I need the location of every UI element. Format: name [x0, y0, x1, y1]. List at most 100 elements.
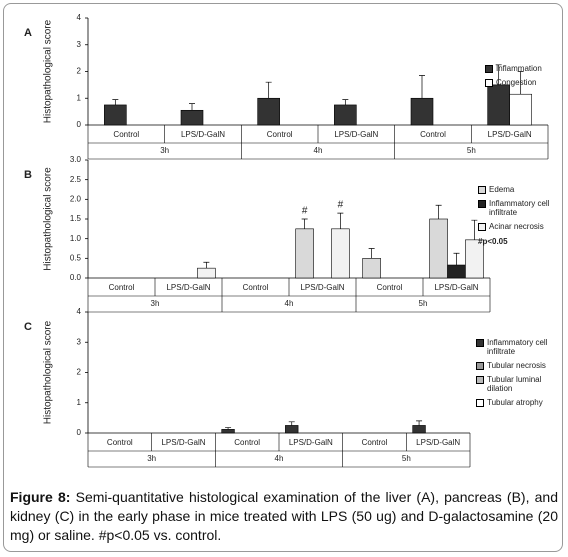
legend-label: Congestion [496, 78, 537, 87]
legend-swatch [485, 79, 493, 87]
legend-label: Edema [489, 185, 515, 194]
legend-label: Tubular luminal dilation [487, 375, 542, 393]
x-tick-label: LPS/D-GalN [161, 438, 205, 447]
panel-label: B [24, 169, 32, 181]
legend: Inflammatory cell infiltrate Tubular necr… [476, 338, 556, 412]
group-label: 4h [275, 454, 284, 463]
y-tick-label: 4 [77, 307, 82, 316]
caption-text: Semi-quantitative histological examinati… [10, 489, 559, 543]
bar [104, 104, 127, 126]
legend-label: Acinar necrosis [489, 222, 544, 231]
x-tick-label: Control [267, 130, 293, 139]
bar [295, 228, 314, 279]
bar [257, 97, 280, 126]
y-tick-label: 3 [77, 337, 82, 346]
error-bar [189, 103, 195, 111]
y-tick-label: 4 [77, 13, 82, 22]
legend-swatch [478, 223, 486, 231]
caption: Figure 8: Semi-quantitative histological… [10, 488, 558, 545]
error-bar [495, 64, 502, 85]
y-tick-label: 0 [77, 428, 82, 437]
x-tick-label: LPS/D-GalN [300, 283, 344, 292]
y-tick-label: 2.5 [70, 175, 82, 184]
x-tick-label: Control [234, 438, 260, 447]
legend-label: Tubular atrophy [487, 398, 543, 407]
y-tick-label: 1 [77, 398, 82, 407]
panel-label: A [24, 27, 32, 39]
caption-label: Figure 8: [10, 489, 71, 505]
bar [221, 429, 235, 434]
error-bar [416, 420, 423, 426]
error-bar [225, 427, 232, 430]
x-tick-label: Control [113, 130, 139, 139]
bar [197, 267, 216, 279]
error-bar [203, 261, 210, 269]
group-label: 4h [285, 299, 294, 308]
y-tick-label: 2.0 [70, 194, 82, 203]
legend-item: Inflammatory cell infiltrate [476, 338, 556, 356]
bar [509, 93, 532, 126]
y-tick-label: 3 [77, 40, 82, 49]
bar [447, 264, 466, 279]
y-axis-title: Histopathological score [43, 19, 54, 123]
significance-flag: # [302, 206, 308, 217]
y-tick-label: 0 [77, 120, 82, 129]
legend-swatch [476, 376, 484, 384]
legend-item: Congestion [485, 78, 565, 87]
error-bar [112, 99, 119, 105]
x-tick-label: LPS/D-GalN [334, 130, 378, 139]
y-axis-title: Histopathological score [43, 167, 54, 271]
y-tick-label: 3.0 [70, 155, 82, 164]
y-tick-label: 0.5 [70, 253, 82, 262]
legend-swatch [485, 65, 493, 73]
x-tick-label: LPS/D-GalN [181, 130, 225, 139]
legend: Edema Inflammatory cell infiltrate Acinar … [478, 185, 558, 251]
note: #p<0.05 [478, 237, 508, 246]
legend-item: Inflammation [485, 64, 565, 73]
legend-item: Inflammatory cell infiltrate [478, 199, 558, 217]
bar [331, 228, 350, 279]
x-tick-label: LPS/D-GalN [166, 283, 210, 292]
x-tick-label: Control [420, 130, 446, 139]
bar [285, 425, 299, 434]
group-label: 3h [151, 299, 160, 308]
x-tick-label: Control [377, 283, 403, 292]
bar [362, 258, 381, 279]
group-label: 4h [314, 146, 323, 155]
y-tick-label: 2 [77, 67, 82, 76]
legend-label: Inflammation [496, 64, 542, 73]
x-tick-label: Control [109, 283, 135, 292]
legend-swatch [478, 200, 486, 208]
y-tick-label: 1.0 [70, 234, 82, 243]
y-tick-label: 0.0 [70, 273, 82, 282]
legend-label: Inflammatory cell infiltrate [487, 338, 548, 356]
frame [3, 3, 563, 552]
bar [410, 97, 434, 126]
x-tick-label: LPS/D-GalN [289, 438, 333, 447]
bar [180, 109, 204, 126]
x-tick-label: Control [243, 283, 269, 292]
panel-label: C [24, 321, 32, 333]
error-bar [342, 99, 349, 105]
x-tick-label: Control [362, 438, 388, 447]
x-tick-label: LPS/D-GalN [488, 130, 532, 139]
group-label: 3h [147, 454, 156, 463]
y-tick-label: 1 [77, 93, 82, 102]
y-tick-label: 2 [77, 368, 82, 377]
x-tick-label: Control [107, 438, 133, 447]
y-tick-label: 1.5 [70, 214, 82, 223]
error-bar [265, 81, 272, 99]
legend-label: Inflammatory cell infiltrate [489, 199, 550, 217]
legend-swatch [478, 186, 486, 194]
error-bar [471, 219, 478, 240]
bar [412, 425, 426, 434]
legend-item: Tubular atrophy [476, 398, 556, 407]
x-tick-label: LPS/D-GalN [434, 283, 478, 292]
group-label: 3h [160, 146, 169, 155]
legend-item: Tubular necrosis [476, 361, 556, 370]
error-bar [337, 212, 344, 229]
error-bar [301, 218, 308, 229]
group-label: 5h [467, 146, 476, 155]
